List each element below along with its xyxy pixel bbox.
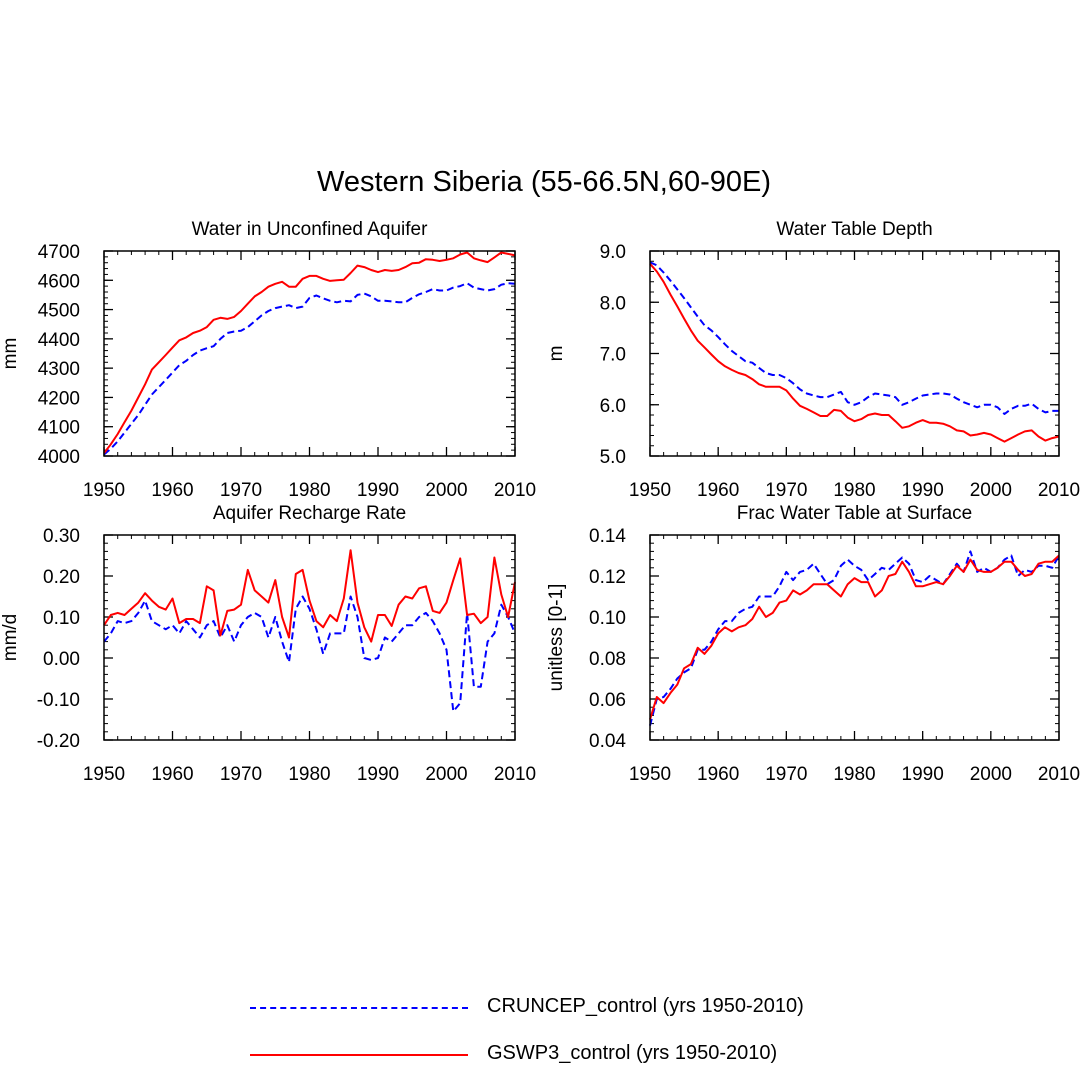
x-tick-label: 1990: [357, 480, 399, 501]
x-tick-label: 2000: [970, 764, 1012, 785]
y-axis-label: mm/d: [0, 614, 21, 662]
x-tick-label: 1960: [151, 480, 193, 501]
y-tick-label: 0.10: [43, 608, 80, 629]
x-tick-label: 1980: [288, 764, 330, 785]
plot-frame: [103, 250, 516, 457]
y-tick-label: 0.20: [43, 567, 80, 588]
x-tick-label: 1970: [220, 480, 262, 501]
x-tick-label: 1990: [902, 764, 944, 785]
y-tick-label: 4600: [38, 271, 80, 292]
y-tick-label: 0.10: [589, 608, 626, 629]
y-tick-label: 4400: [38, 330, 80, 351]
y-tick-label: 4000: [38, 447, 80, 468]
x-tick-label: 2010: [1038, 764, 1080, 785]
chart-panel-1: Water in Unconfined Aquifer mm 1950 1960 197…: [0, 219, 536, 501]
plot-frame: [649, 250, 1060, 457]
series-line-gswp3: [649, 554, 1060, 720]
series-line-cruncep: [103, 282, 516, 456]
y-tick-label: 8.0: [600, 293, 626, 314]
chart-title: Aquifer Recharge Rate: [213, 503, 406, 524]
y-tick-label: 4500: [38, 301, 80, 322]
chart-panel-2: Water Table Depth m 1950 1960 1970 1980 1990 20…: [546, 219, 1080, 501]
x-tick-label: 1980: [833, 480, 875, 501]
y-tick-label: 0.04: [589, 731, 626, 752]
y-tick-label: 0.00: [43, 649, 80, 670]
y-tick-label: 4300: [38, 359, 80, 380]
y-axis-label: unitless [0-1]: [546, 584, 567, 692]
y-tick-label: 7.0: [600, 345, 626, 366]
y-tick-label: 0.08: [589, 649, 626, 670]
x-tick-label: 2010: [494, 764, 536, 785]
y-tick-label: 4100: [38, 418, 80, 439]
chart-title: Frac Water Table at Surface: [737, 503, 973, 524]
x-tick-label: 1990: [357, 764, 399, 785]
y-tick-label: 0.14: [589, 526, 626, 547]
y-tick-label: 0.12: [589, 567, 626, 588]
x-tick-label: 2010: [494, 480, 536, 501]
y-tick-label: 4700: [38, 242, 80, 263]
x-tick-label: 2010: [1038, 480, 1080, 501]
x-tick-label: 1970: [765, 480, 807, 501]
legend-line-dashed: [250, 1007, 468, 1009]
x-tick-label: 1960: [151, 764, 193, 785]
x-tick-label: 1950: [83, 764, 125, 785]
series-line-gswp3: [649, 263, 1060, 443]
x-tick-label: 2000: [425, 764, 467, 785]
x-tick-label: 1970: [220, 764, 262, 785]
legend-line-solid: [250, 1054, 468, 1056]
x-tick-label: 1980: [288, 480, 330, 501]
x-tick-label: 2000: [970, 480, 1012, 501]
series-line-gswp3: [103, 251, 516, 454]
x-tick-label: 1960: [697, 764, 739, 785]
y-axis-label: m: [546, 346, 567, 362]
x-tick-label: 1970: [765, 764, 807, 785]
chart-panel-3: Aquifer Recharge Rate mm/d 1950 1960 1970 198…: [0, 503, 536, 785]
legend-label-cruncep: CRUNCEP_control (yrs 1950-2010): [487, 995, 804, 1017]
chart-panel-4: Frac Water Table at Surface unitless [0-1…: [546, 503, 1080, 785]
y-tick-label: 0.06: [589, 690, 626, 711]
series-line-gswp3: [103, 549, 516, 643]
y-axis-label: mm: [0, 338, 21, 370]
series-line-cruncep: [649, 261, 1059, 415]
y-tick-label: 5.0: [600, 447, 626, 468]
y-tick-label: -0.10: [37, 690, 80, 711]
y-tick-label: 6.0: [600, 396, 626, 417]
x-tick-label: 1950: [629, 480, 671, 501]
chart-title: Water in Unconfined Aquifer: [192, 219, 429, 240]
x-tick-label: 1950: [83, 480, 125, 501]
x-tick-label: 2000: [425, 480, 467, 501]
series-line-cruncep: [103, 595, 516, 713]
y-tick-label: 9.0: [600, 242, 626, 263]
plot-frame: [103, 534, 516, 741]
chart-title: Water Table Depth: [776, 219, 932, 240]
main-title: Western Siberia (55-66.5N,60-90E): [316, 166, 772, 198]
legend-label-gswp3: GSWP3_control (yrs 1950-2010): [487, 1042, 778, 1064]
y-tick-label: 0.30: [43, 526, 80, 547]
x-tick-label: 1960: [697, 480, 739, 501]
x-tick-label: 1980: [833, 764, 875, 785]
x-tick-label: 1990: [902, 480, 944, 501]
y-tick-label: -0.20: [37, 731, 80, 752]
x-tick-label: 1950: [629, 764, 671, 785]
plot-frame: [649, 534, 1060, 741]
y-tick-label: 4200: [38, 388, 80, 409]
